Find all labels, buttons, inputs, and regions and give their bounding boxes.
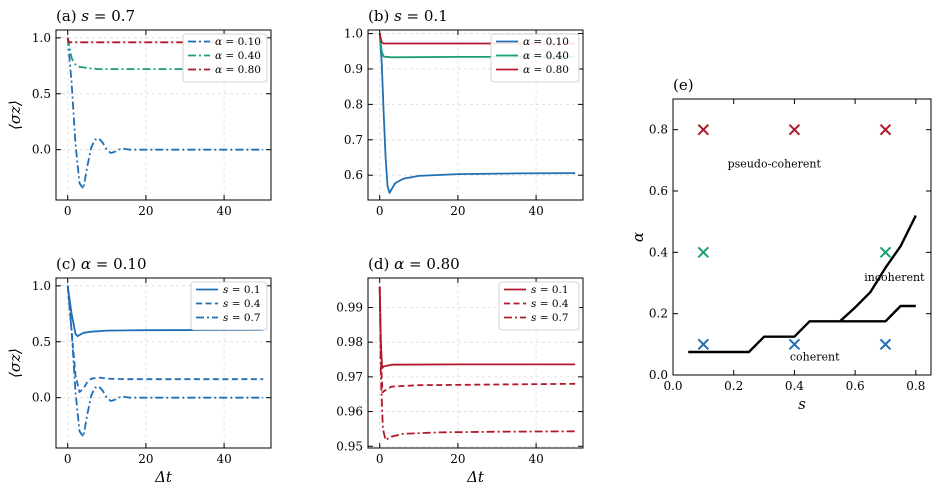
x-tick-label: 20: [138, 204, 153, 218]
y-tick-label: 0.4: [649, 245, 668, 259]
y-tick-label: 0.6: [344, 168, 363, 182]
panel-title: (c) α = 0.10: [56, 255, 147, 273]
scatter-marker-0: [697, 123, 710, 136]
phase-boundary-1: [839, 304, 916, 323]
y-tick-label: 0.7: [344, 133, 363, 147]
scatter-marker-5: [697, 338, 710, 351]
x-tick-label: 0.0: [663, 379, 682, 393]
x-tick-label: 40: [528, 204, 543, 218]
legend-label-1: s = 0.4: [531, 298, 569, 310]
series-line-1: [378, 286, 576, 394]
y-tick-label: 1.0: [32, 279, 51, 293]
x-tick-label: 40: [216, 452, 231, 466]
x-tick-label: 0: [64, 204, 72, 218]
y-tick-label: 0.0: [649, 368, 668, 382]
legend-label-2: α = 0.80: [215, 64, 261, 76]
x-axis-label: Δt: [154, 468, 173, 486]
panel-d: 0 20 40 0.95 0.96 0.97 0.98 0.99 (d) α = 0.80 Δt s…: [336, 255, 584, 486]
panel-title: (b) s = 0.1: [368, 7, 448, 25]
legend-label-2: α = 0.80: [523, 64, 569, 76]
y-tick-label: 0.2: [649, 307, 668, 321]
y-tick-label: 0.8: [344, 97, 363, 111]
axes-frame: [367, 277, 584, 449]
x-tick-label: 0.4: [785, 379, 804, 393]
series-line-0: [66, 285, 264, 338]
axes-frame: [55, 29, 272, 201]
scatter-marker-6: [788, 338, 801, 351]
axes-frame: [367, 29, 584, 201]
x-tick-label: 0.2: [724, 379, 743, 393]
x-tick-label: 20: [450, 204, 465, 218]
legend-box: [190, 281, 268, 331]
y-tick-label: 0.0: [32, 391, 51, 405]
legend-label-1: α = 0.40: [523, 50, 569, 62]
scatter-marker-2: [879, 123, 892, 136]
y-tick-label: 1.0: [344, 27, 363, 41]
x-tick-label: 20: [450, 452, 465, 466]
x-tick-label: 0: [376, 204, 384, 218]
legend-box: [498, 281, 580, 331]
x-tick-label: 0: [376, 452, 384, 466]
region-label-2: coherent: [790, 351, 840, 364]
y-tick-label: 0.0: [32, 143, 51, 157]
y-tick-label: 0.9: [344, 62, 363, 76]
y-tick-label: 0.99: [336, 300, 363, 314]
scatter-marker-4: [879, 246, 892, 259]
region-label-0: pseudo-coherent: [728, 157, 822, 170]
x-axis-label: s: [798, 395, 806, 413]
y-axis-label: ⟨σz⟩: [6, 348, 24, 378]
x-tick-label: 0.8: [906, 379, 925, 393]
legend-label-1: α = 0.40: [215, 50, 261, 62]
legend-label-2: s = 0.7: [223, 312, 261, 324]
y-tick-label: 0.98: [336, 335, 363, 349]
x-tick-label: 40: [216, 204, 231, 218]
series-line-2: [66, 37, 264, 44]
series-line-2: [66, 285, 264, 438]
y-tick-label: 0.96: [336, 405, 363, 419]
panel-title: (a) s = 0.7: [56, 7, 135, 25]
scatter-marker-1: [788, 123, 801, 136]
scatter-marker-7: [879, 338, 892, 351]
series-line-0: [378, 33, 576, 194]
y-tick-label: 0.8: [649, 123, 668, 137]
panel-b: 0 20 40 0.6 0.7 0.8 0.9 1.0 (b) s = 0.1 α = 0.10 α…: [344, 7, 584, 218]
y-tick-label: 0.6: [649, 184, 668, 198]
y-axis-label: α: [629, 232, 647, 242]
x-tick-label: 0.6: [846, 379, 865, 393]
y-tick-label: 0.5: [32, 335, 51, 349]
panel-e: pseudo-coherent incoherent coherent 0.0 0.2 0…: [629, 76, 932, 413]
series-line-2: [378, 286, 576, 441]
x-tick-label: 20: [138, 452, 153, 466]
axes-frame: [55, 277, 272, 449]
legend-label-0: s = 0.1: [223, 284, 261, 296]
series-line-0: [66, 37, 264, 190]
legend-label-0: α = 0.10: [215, 36, 261, 48]
legend-label-0: α = 0.10: [523, 36, 569, 48]
y-tick-label: 0.5: [32, 87, 51, 101]
y-tick-label: 1.0: [32, 31, 51, 45]
region-label-1: incoherent: [864, 271, 925, 284]
series-line-1: [66, 37, 264, 70]
legend-label-2: s = 0.7: [531, 312, 569, 324]
panel-title: (e): [673, 76, 694, 94]
axes-frame: [672, 98, 932, 376]
series-line-1: [378, 33, 576, 59]
scatter-marker-3: [697, 246, 710, 259]
legend-label-0: s = 0.1: [531, 284, 569, 296]
y-axis-label: ⟨σz⟩: [6, 100, 24, 130]
legend-label-1: s = 0.4: [223, 298, 261, 310]
x-axis-label: Δt: [466, 468, 485, 486]
panel-a: 0 20 40 0.0 0.5 1.0 (a) s = 0.7 ⟨σz⟩ α = 0.10 α =…: [6, 7, 272, 218]
y-tick-label: 0.95: [336, 439, 363, 453]
y-tick-label: 0.97: [336, 370, 363, 384]
x-tick-label: 40: [528, 452, 543, 466]
x-tick-label: 0: [64, 452, 72, 466]
panel-c: 0 20 40 0.0 0.5 1.0 (c) α = 0.10 Δt ⟨σz⟩ s = 0.1 s…: [6, 255, 272, 486]
panel-title: (d) α = 0.80: [368, 255, 460, 273]
